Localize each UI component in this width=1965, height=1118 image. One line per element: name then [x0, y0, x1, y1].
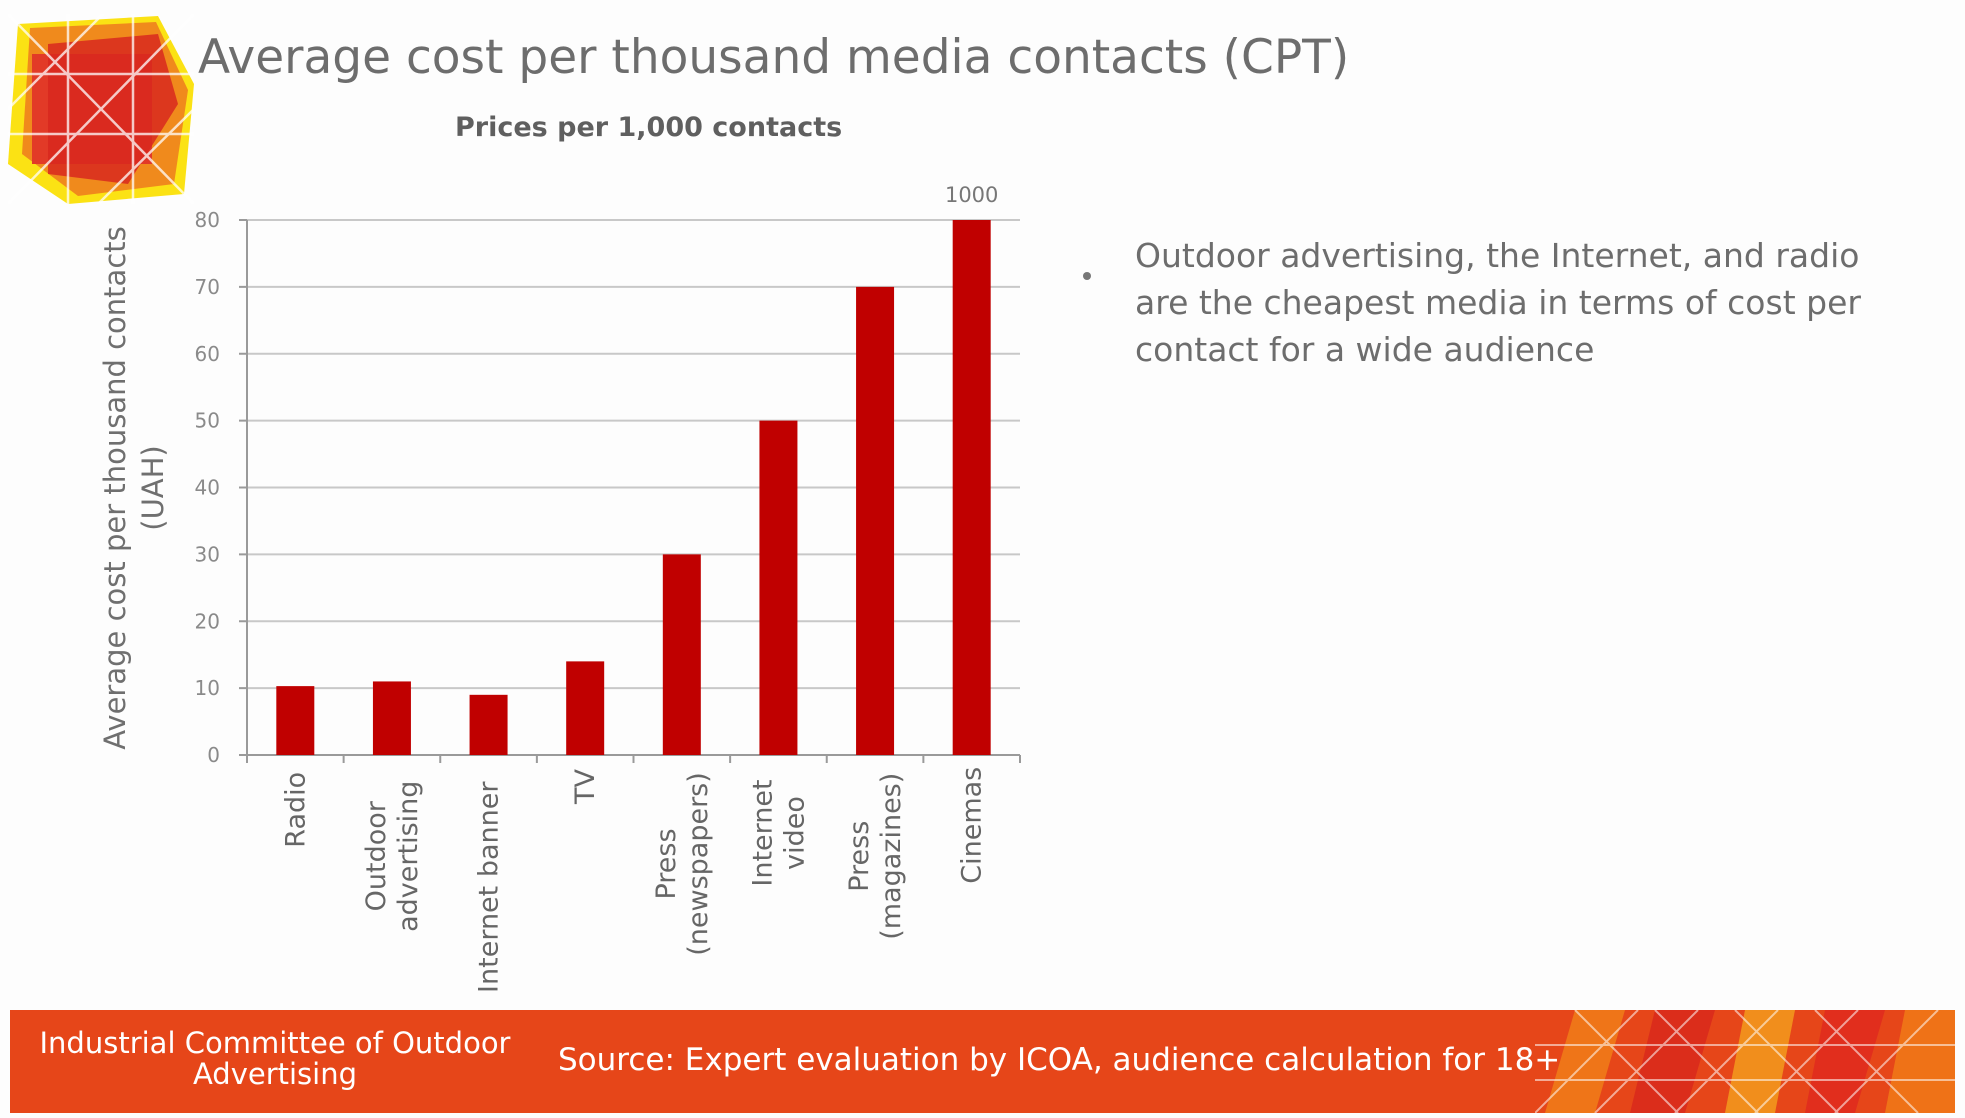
- bar: [856, 286, 895, 755]
- x-tick-label: Radio: [280, 772, 311, 848]
- x-tick-label: Cinemas: [957, 767, 988, 884]
- bar: [469, 694, 508, 755]
- x-tick-label: Press(magazines): [844, 773, 907, 940]
- data-label: 1000: [945, 183, 998, 207]
- x-tick-label: TV: [570, 768, 601, 804]
- y-tick-label: 60: [195, 342, 220, 366]
- committee-logo: [8, 14, 194, 204]
- bar: [952, 220, 991, 755]
- footer-pattern-decoration: [1535, 1010, 1955, 1113]
- chart-title: Prices per 1,000 contacts: [455, 112, 843, 143]
- x-tick-label-line: Press: [844, 821, 875, 892]
- x-tick-label-line: Internet: [747, 779, 778, 886]
- x-tick-label-line: Outdoor: [361, 800, 392, 911]
- bullet-icon: [1083, 272, 1091, 280]
- x-tick-label-line: TV: [570, 768, 601, 804]
- y-tick-label: 20: [195, 609, 220, 633]
- source-note: Source: Expert evaluation by ICOA, audie…: [558, 1042, 1561, 1078]
- x-tick-label-line: Radio: [280, 772, 311, 848]
- x-tick-label-line: (newspapers): [683, 772, 714, 956]
- y-tick-label: 70: [195, 275, 220, 299]
- x-tick-label-line: (magazines): [876, 773, 907, 940]
- bar: [566, 661, 605, 755]
- y-tick-label: 50: [195, 409, 220, 433]
- x-tick-label-line: Cinemas: [957, 767, 988, 884]
- bullet-text: Outdoor advertising, the Internet, and r…: [1135, 236, 1861, 369]
- slide-title: Average cost per thousand media contacts…: [198, 30, 1350, 85]
- y-axis-label-line: Average cost per thousand contacts: [98, 226, 132, 749]
- x-tick-label: Internetvideo: [747, 779, 810, 886]
- y-tick-label: 0: [207, 743, 220, 767]
- x-tick-label: Press(newspapers): [651, 772, 714, 956]
- footer-bar: Industrial Committee of Outdoor Advertis…: [10, 1010, 1955, 1113]
- x-tick-label-line: Press: [651, 828, 682, 899]
- y-tick-label: 30: [195, 542, 220, 566]
- y-tick-label: 40: [195, 476, 220, 500]
- y-axis-label-line: (UAH): [136, 445, 170, 531]
- bar: [276, 686, 315, 755]
- bar-chart: 0 10 20 30 40 50 60 70 80 Radio Outdooradvertising…: [98, 183, 1021, 993]
- x-tick-label-line: video: [779, 796, 810, 870]
- y-tick-label: 10: [195, 676, 220, 700]
- bar: [372, 681, 411, 755]
- x-tick-label: Outdooradvertising: [361, 781, 424, 932]
- x-tick-label-line: Internet banner: [474, 781, 505, 993]
- y-axis-label: Average cost per thousand contacts (UAH): [98, 226, 170, 749]
- bar: [662, 554, 701, 755]
- organization-name: Industrial Committee of Outdoor Advertis…: [39, 1026, 511, 1091]
- x-tick-label: Internet banner: [474, 781, 505, 993]
- bar: [759, 420, 798, 755]
- y-tick-label: 80: [195, 208, 220, 232]
- x-tick-label-line: advertising: [393, 781, 424, 932]
